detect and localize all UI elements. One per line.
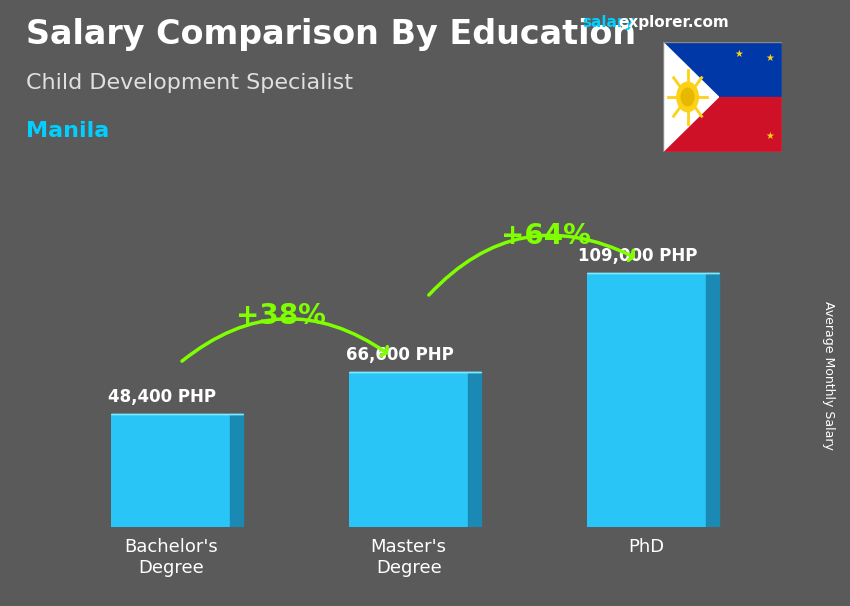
Text: 48,400 PHP: 48,400 PHP [107,388,216,406]
FancyBboxPatch shape [111,415,230,527]
Text: 66,600 PHP: 66,600 PHP [346,345,453,364]
Text: 109,000 PHP: 109,000 PHP [578,247,697,265]
Text: +64%: +64% [501,222,591,250]
Text: salary: salary [582,15,635,30]
Text: +38%: +38% [235,302,326,330]
Circle shape [677,82,699,112]
Text: Manila: Manila [26,121,109,141]
Text: ★: ★ [734,50,743,59]
Polygon shape [468,371,481,527]
Text: Average Monthly Salary: Average Monthly Salary [822,301,836,450]
Text: ★: ★ [766,53,774,62]
Bar [663,42,782,97]
Circle shape [681,88,694,105]
Polygon shape [230,415,243,527]
Polygon shape [663,42,718,152]
Text: explorer.com: explorer.com [618,15,728,30]
Polygon shape [706,273,719,527]
FancyBboxPatch shape [587,273,706,527]
Text: Child Development Specialist: Child Development Specialist [26,73,353,93]
Text: ★: ★ [766,132,774,141]
Text: Salary Comparison By Education: Salary Comparison By Education [26,18,636,51]
FancyBboxPatch shape [349,371,468,527]
Bar [663,97,782,152]
